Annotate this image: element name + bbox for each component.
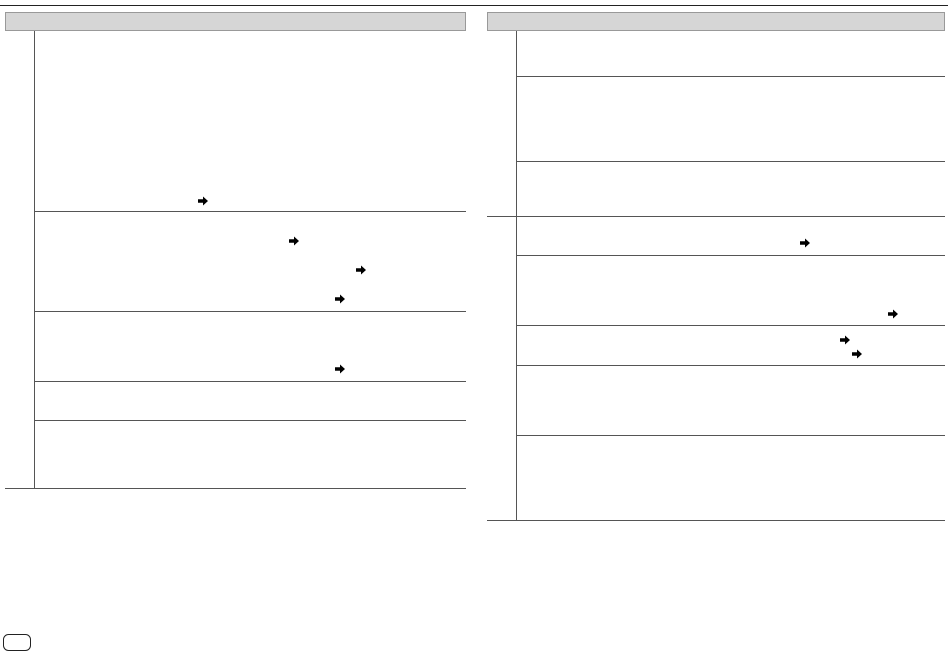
arrow-icon (888, 309, 898, 319)
right-table (487, 12, 945, 521)
table-header (487, 12, 945, 31)
arrow-icon (335, 294, 345, 304)
arrow-icon (289, 236, 299, 246)
arrow-icon (800, 238, 810, 248)
arrow-icon (335, 364, 345, 374)
arrow-icon (852, 349, 862, 359)
arrow-icon (840, 335, 850, 345)
arrow-icon (356, 265, 366, 275)
table-header (5, 12, 466, 31)
left-table (5, 12, 466, 489)
page-badge (3, 634, 31, 651)
arrow-icon (198, 196, 208, 206)
